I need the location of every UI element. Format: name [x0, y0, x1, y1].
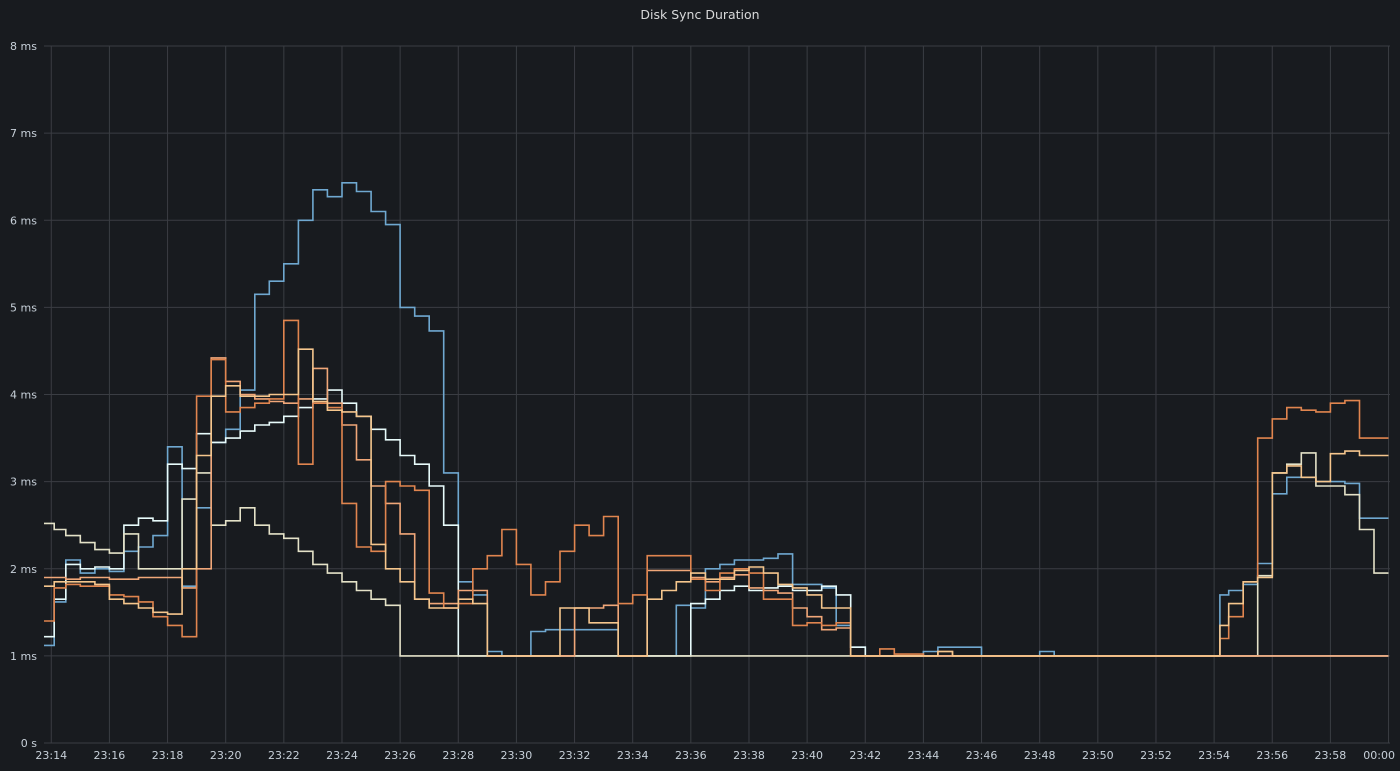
- x-tick-label: 00:00: [1363, 749, 1395, 762]
- x-tick-label: 23:56: [1256, 749, 1288, 762]
- y-tick-label: 5 ms: [10, 301, 37, 314]
- y-tick-label: 4 ms: [10, 389, 37, 402]
- x-tick-label: 23:42: [849, 749, 881, 762]
- x-tick-label: 23:32: [559, 749, 591, 762]
- x-tick-label: 23:30: [501, 749, 533, 762]
- y-tick-label: 1 ms: [10, 650, 37, 663]
- x-tick-label: 23:18: [152, 749, 184, 762]
- y-tick-label: 7 ms: [10, 127, 37, 140]
- x-tick-label: 23:34: [617, 749, 649, 762]
- x-tick-label: 23:26: [384, 749, 416, 762]
- series-line-3: [44, 452, 1389, 657]
- x-tick-label: 23:20: [210, 749, 242, 762]
- x-tick-label: 23:16: [94, 749, 126, 762]
- x-tick-label: 23:44: [908, 749, 940, 762]
- y-tick-label: 6 ms: [10, 214, 37, 227]
- x-tick-label: 23:50: [1082, 749, 1114, 762]
- x-tick-label: 23:28: [442, 749, 474, 762]
- axis-layer: 0 s 1 ms 2 ms 3 ms 4 ms 5 ms 6 ms 7 ms 8 ms 23:14…: [10, 40, 1395, 762]
- chart-title: Disk Sync Duration: [640, 7, 760, 22]
- y-tick-label: 8 ms: [10, 40, 37, 53]
- x-tick-label: 23:54: [1198, 749, 1230, 762]
- series-line-6: [44, 348, 1389, 657]
- series-line-1: [44, 182, 1389, 657]
- y-tick-label: 2 ms: [10, 563, 37, 576]
- x-tick-label: 23:22: [268, 749, 300, 762]
- x-tick-label: 23:58: [1315, 749, 1347, 762]
- x-tick-label: 23:24: [326, 749, 358, 762]
- x-tick-label: 23:14: [35, 749, 67, 762]
- y-tick-label: 0 s: [21, 737, 37, 750]
- x-tick-label: 23:38: [733, 749, 765, 762]
- x-tick-label: 23:36: [675, 749, 707, 762]
- series-layer: [44, 182, 1389, 657]
- x-tick-label: 23:40: [791, 749, 823, 762]
- series-line-5: [44, 319, 1389, 657]
- series-line-2: [44, 389, 1389, 657]
- x-tick-label: 23:52: [1140, 749, 1172, 762]
- x-tick-label: 23:48: [1024, 749, 1056, 762]
- y-tick-label: 3 ms: [10, 476, 37, 489]
- x-tick-label: 23:46: [966, 749, 998, 762]
- series-line-4: [44, 357, 1389, 657]
